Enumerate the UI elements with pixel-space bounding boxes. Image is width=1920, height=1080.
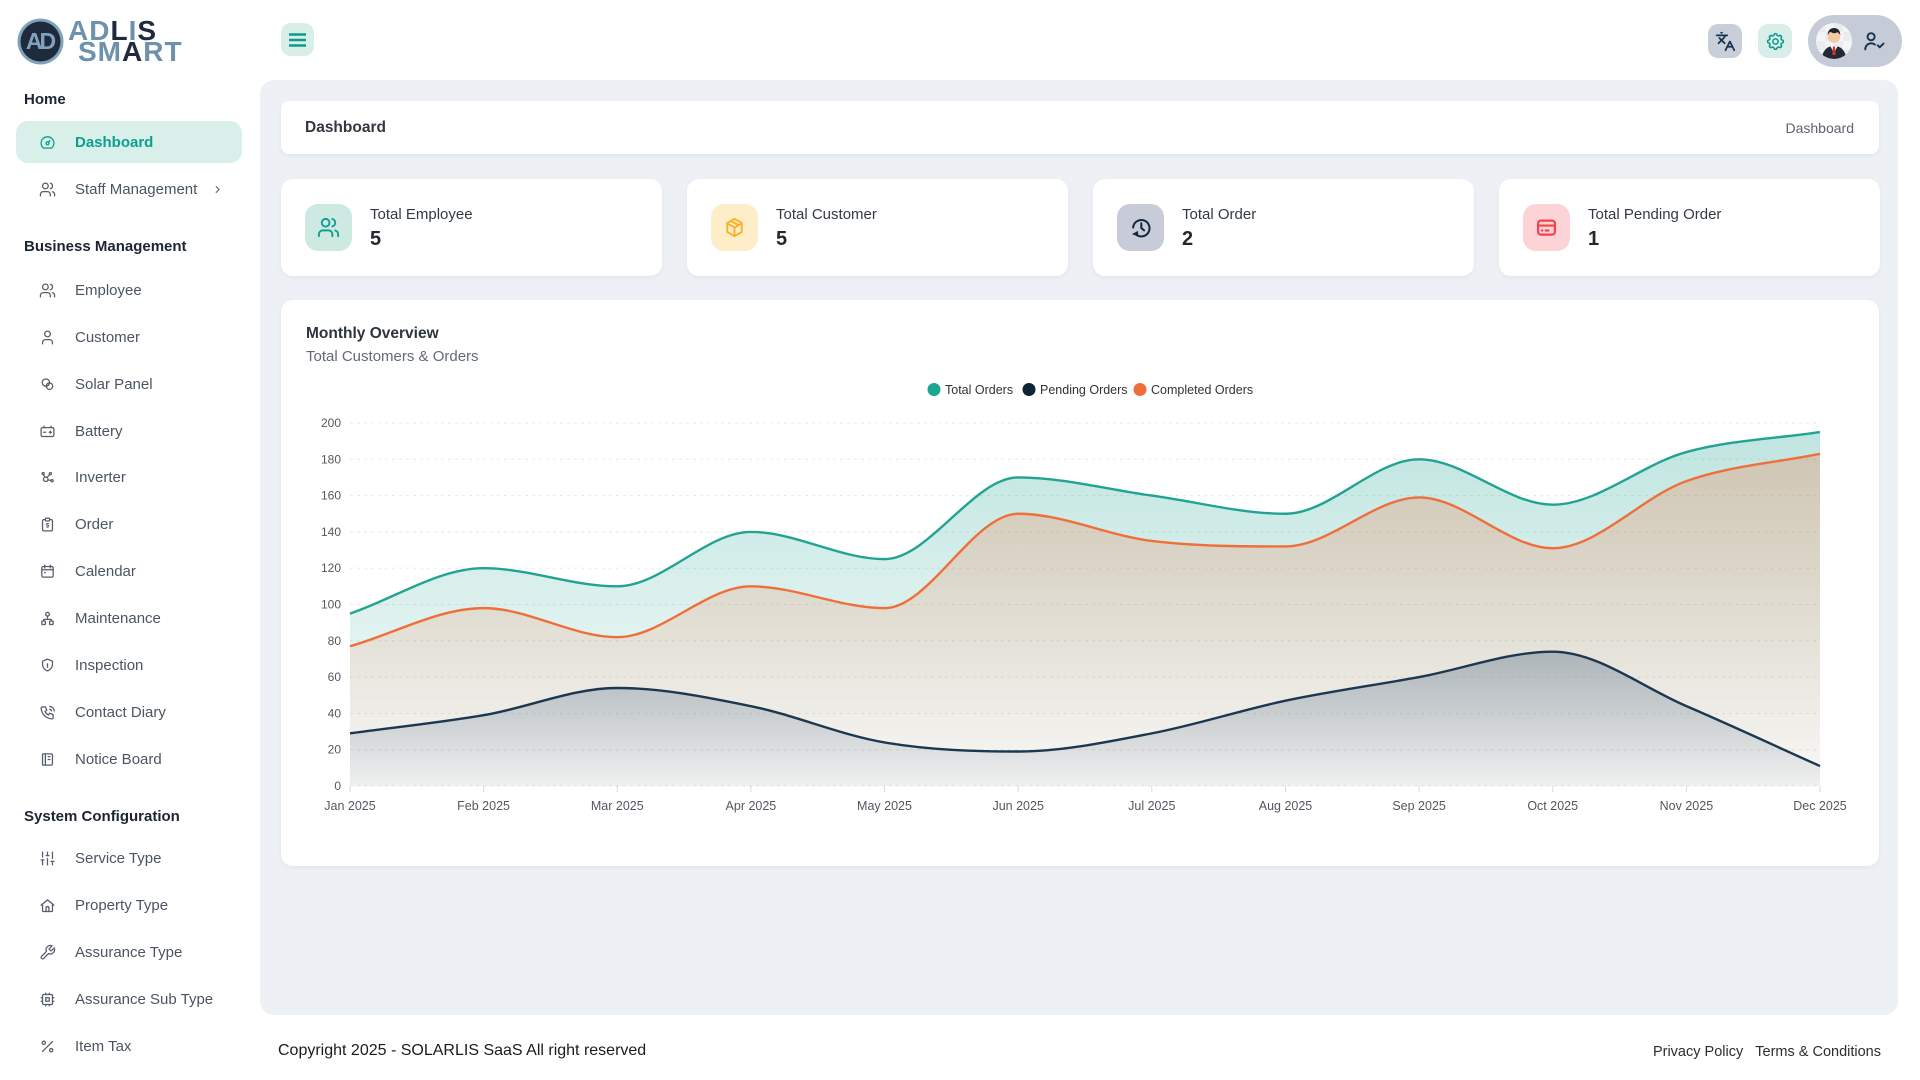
svg-text:Dec 2025: Dec 2025: [1793, 799, 1847, 813]
svg-text:Pending Orders: Pending Orders: [1040, 383, 1128, 397]
svg-text:160: 160: [321, 489, 341, 503]
svg-text:Feb 2025: Feb 2025: [457, 799, 510, 813]
svg-text:180: 180: [321, 452, 341, 466]
svg-text:60: 60: [328, 670, 342, 684]
svg-text:40: 40: [328, 706, 342, 720]
svg-text:Total Orders: Total Orders: [945, 383, 1013, 397]
svg-text:AD: AD: [26, 28, 56, 54]
svg-text:140: 140: [321, 525, 341, 539]
svg-text:Nov 2025: Nov 2025: [1660, 799, 1714, 813]
svg-text:0: 0: [334, 779, 341, 793]
svg-text:100: 100: [321, 598, 341, 612]
svg-text:20: 20: [328, 743, 342, 757]
svg-text:Sep 2025: Sep 2025: [1392, 799, 1446, 813]
svg-text:Aug 2025: Aug 2025: [1259, 799, 1313, 813]
svg-text:Apr 2025: Apr 2025: [726, 799, 777, 813]
svg-text:Mar 2025: Mar 2025: [591, 799, 644, 813]
svg-text:Jan 2025: Jan 2025: [324, 799, 375, 813]
svg-text:80: 80: [328, 634, 342, 648]
svg-text:Completed Orders: Completed Orders: [1151, 383, 1253, 397]
svg-text:Oct 2025: Oct 2025: [1527, 799, 1578, 813]
svg-text:Jun 2025: Jun 2025: [992, 799, 1043, 813]
svg-text:120: 120: [321, 561, 341, 575]
svg-text:May 2025: May 2025: [857, 799, 912, 813]
svg-text:Jul 2025: Jul 2025: [1128, 799, 1175, 813]
svg-text:200: 200: [321, 416, 341, 430]
